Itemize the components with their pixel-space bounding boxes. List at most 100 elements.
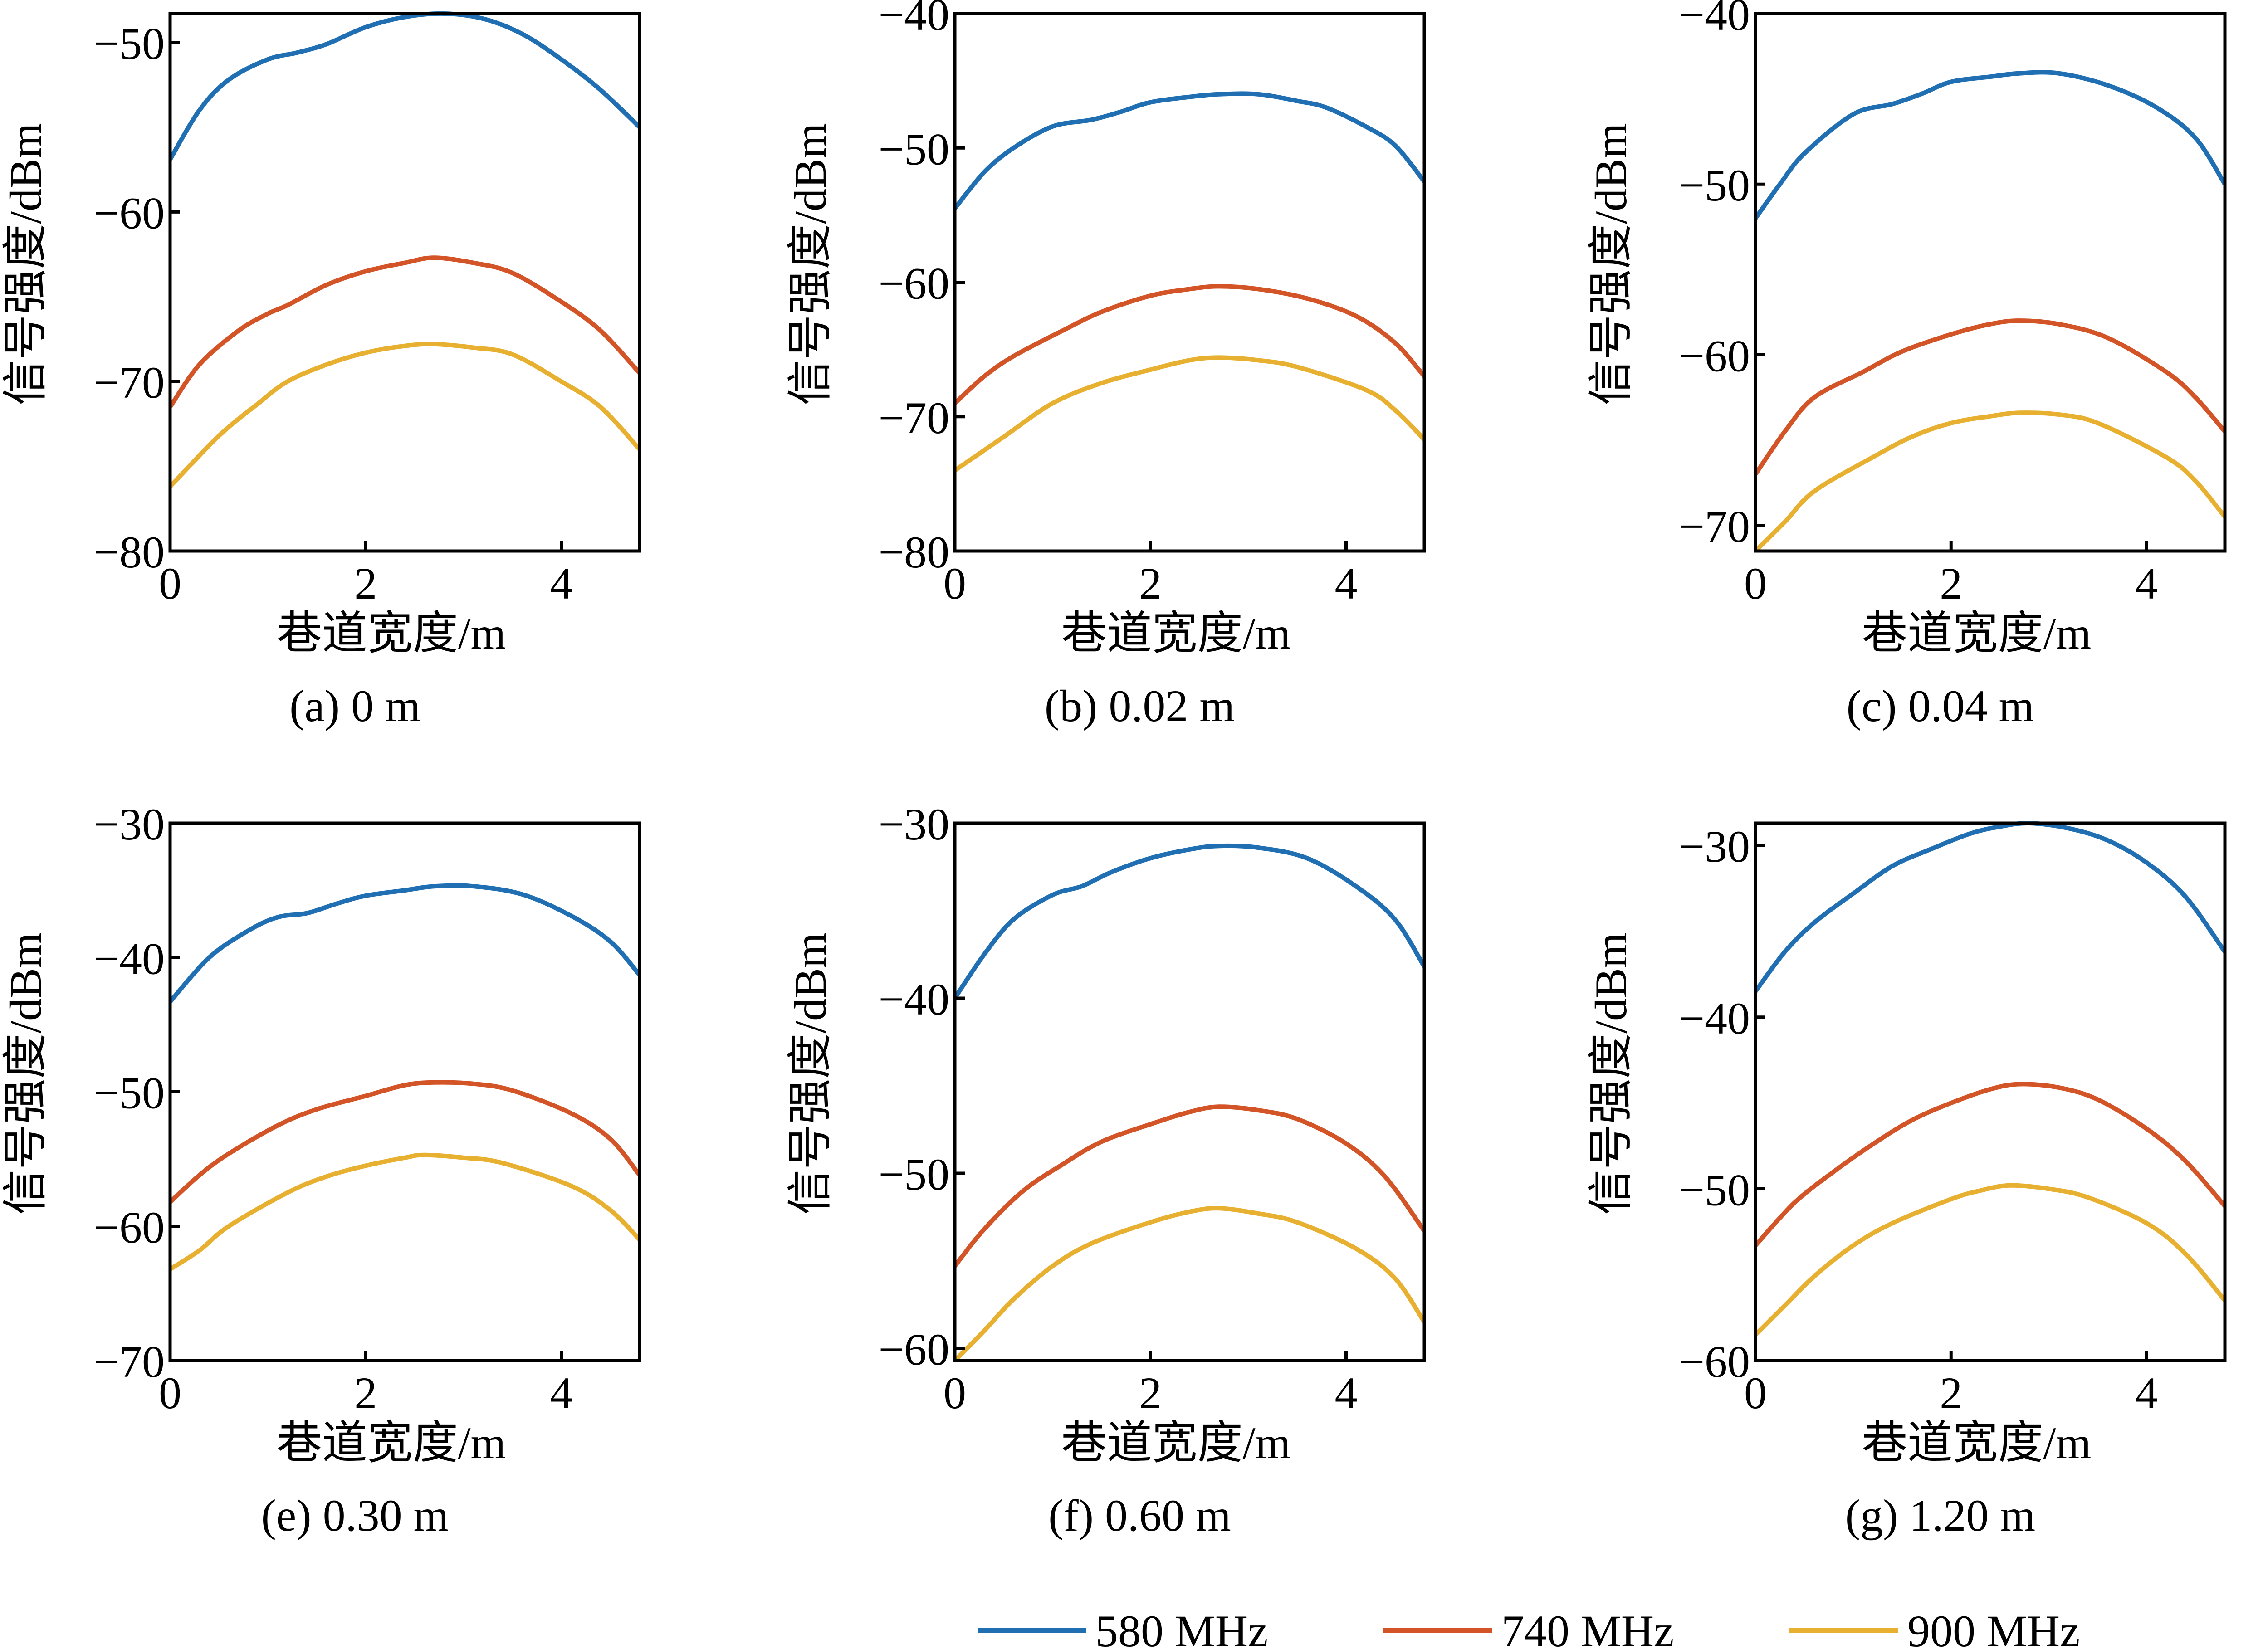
x-tick-label: 2 xyxy=(1139,558,1162,609)
y-axis-title: 信号强度/dBm xyxy=(1586,932,1636,1215)
series-line-900-mhz xyxy=(170,342,640,488)
series-line-580-mhz xyxy=(955,843,1424,1000)
y-tick-label: −80 xyxy=(94,527,165,577)
panel-b: 0 2 4 −80 −70 −60 −50 −40 巷道宽度/m 信号强度/dBm (b) 0.02… xyxy=(785,0,1426,731)
legend: 580 MHz 740 MHz 900 MHz xyxy=(978,1606,2080,1649)
panel-caption: (a) 0 m xyxy=(289,681,420,731)
series-line-900-mhz xyxy=(1755,410,2225,551)
panel-g: 0 2 4 −60 −50 −40 −30 巷道宽度/m 信号强度/dBm (g) 1.20 m xyxy=(1586,820,2227,1541)
x-axis-title: 巷道宽度/m xyxy=(1061,608,1291,659)
y-tick-label: −40 xyxy=(879,0,949,40)
y-tick-label: −60 xyxy=(879,259,949,309)
y-tick-label: −60 xyxy=(94,1202,165,1253)
legend-label: 580 MHz xyxy=(1095,1606,1268,1649)
x-tick-label: 4 xyxy=(2136,1368,2158,1418)
series-line-900-mhz xyxy=(955,355,1424,473)
series-line-580-mhz xyxy=(955,91,1424,210)
x-axis-title: 巷道宽度/m xyxy=(277,1418,506,1468)
plot-frame xyxy=(953,12,1426,553)
y-tick-label: −70 xyxy=(94,357,165,408)
x-tick-label: 4 xyxy=(2136,558,2158,609)
y-tick-label: −50 xyxy=(1679,160,1750,210)
y-axis-title: 信号强度/dBm xyxy=(0,123,51,405)
x-axis-title: 巷道宽度/m xyxy=(1862,608,2092,659)
plot-frame xyxy=(168,821,641,1362)
y-tick-label: −70 xyxy=(1679,502,1750,552)
panel-caption: (f) 0.60 m xyxy=(1048,1490,1231,1541)
y-axis-title: 信号强度/dBm xyxy=(1586,123,1636,405)
y-axis-title: 信号强度/dBm xyxy=(785,123,836,405)
plot-frame xyxy=(1754,821,2227,1362)
legend-item-580-mhz: 580 MHz xyxy=(978,1606,1268,1649)
y-tick-label: −60 xyxy=(879,1324,949,1375)
x-tick-label: 0 xyxy=(1744,558,1767,609)
series-line-740-mhz xyxy=(170,1080,640,1204)
y-tick-label: −30 xyxy=(879,799,949,849)
series-line-580-mhz xyxy=(1755,820,2225,993)
series-line-740-mhz xyxy=(955,284,1424,405)
series-line-900-mhz xyxy=(1755,1183,2225,1337)
x-tick-label: 4 xyxy=(1335,1368,1358,1418)
x-tick-label: 2 xyxy=(354,1368,377,1418)
y-tick-label: −60 xyxy=(94,188,165,238)
x-tick-label: 0 xyxy=(943,1368,966,1418)
x-tick-label: 0 xyxy=(159,558,181,609)
x-tick-label: 4 xyxy=(550,1368,573,1418)
panel-caption: (g) 1.20 m xyxy=(1845,1490,2035,1541)
y-axis-title: 信号强度/dBm xyxy=(785,932,836,1215)
panel-caption: (b) 0.02 m xyxy=(1045,681,1235,731)
y-tick-label: −60 xyxy=(1679,1337,1750,1387)
panel-caption: (c) 0.04 m xyxy=(1847,681,2034,731)
x-tick-label: 0 xyxy=(159,1368,181,1418)
y-tick-label: −50 xyxy=(94,1068,165,1118)
y-tick-label: −40 xyxy=(1679,0,1750,40)
x-tick-label: 2 xyxy=(1940,558,1962,609)
series-line-580-mhz xyxy=(170,11,640,161)
y-tick-label: −50 xyxy=(879,1149,949,1200)
x-tick-label: 2 xyxy=(1940,1368,1962,1418)
x-axis-title: 巷道宽度/m xyxy=(1061,1418,1291,1468)
plot-frame xyxy=(953,821,1426,1362)
y-tick-label: −30 xyxy=(1679,821,1750,872)
plot-frame xyxy=(1754,12,2227,553)
y-axis-title: 信号强度/dBm xyxy=(0,932,51,1215)
series-line-740-mhz xyxy=(1755,318,2225,476)
panels-group: 0 2 4 −80 −70 −60 −50 巷道宽度/m 信号强度/dBm (a) 0 m 0 2 4 −… xyxy=(0,0,2227,1541)
series-line-900-mhz xyxy=(170,1152,640,1271)
y-tick-label: −80 xyxy=(879,527,949,577)
panel-e: 0 2 4 −70 −60 −50 −40 −30 巷道宽度/m 信号强度/dBm (e) 0.30… xyxy=(0,799,641,1541)
legend-item-740-mhz: 740 MHz xyxy=(1383,1606,1674,1649)
y-tick-label: −50 xyxy=(1679,1165,1750,1215)
plot-frame xyxy=(168,12,641,553)
x-tick-label: 2 xyxy=(354,558,377,609)
y-tick-label: −70 xyxy=(879,393,949,443)
y-tick-label: −40 xyxy=(94,933,165,984)
y-tick-label: −30 xyxy=(94,799,165,849)
y-tick-label: −60 xyxy=(1679,331,1750,381)
x-tick-label: 0 xyxy=(1744,1368,1767,1418)
panel-caption: (e) 0.30 m xyxy=(261,1490,449,1541)
series-line-900-mhz xyxy=(955,1206,1424,1361)
legend-label: 740 MHz xyxy=(1501,1606,1674,1649)
y-tick-label: −40 xyxy=(879,974,949,1025)
x-axis-title: 巷道宽度/m xyxy=(277,608,506,659)
x-tick-label: 4 xyxy=(1335,558,1358,609)
panel-c: 0 2 4 −70 −60 −50 −40 巷道宽度/m 信号强度/dBm (c) 0.04 m xyxy=(1586,0,2227,731)
series-line-740-mhz xyxy=(1755,1082,2225,1247)
series-line-580-mhz xyxy=(170,883,640,1004)
series-line-580-mhz xyxy=(1755,70,2225,220)
x-axis-title: 巷道宽度/m xyxy=(1862,1418,2092,1468)
x-tick-label: 0 xyxy=(943,558,966,609)
panel-f: 0 2 4 −60 −50 −40 −30 巷道宽度/m 信号强度/dBm (f) 0.60 m xyxy=(785,799,1426,1541)
series-line-740-mhz xyxy=(170,255,640,409)
y-tick-label: −50 xyxy=(94,19,165,69)
y-tick-label: −70 xyxy=(94,1337,165,1387)
panel-a: 0 2 4 −80 −70 −60 −50 巷道宽度/m 信号强度/dBm (a) 0 m xyxy=(0,11,641,731)
legend-label: 900 MHz xyxy=(1907,1606,2080,1649)
y-tick-label: −50 xyxy=(879,124,949,174)
legend-item-900-mhz: 900 MHz xyxy=(1789,1606,2080,1649)
x-tick-label: 4 xyxy=(550,558,573,609)
y-tick-label: −40 xyxy=(1679,993,1750,1044)
x-tick-label: 2 xyxy=(1139,1368,1162,1418)
